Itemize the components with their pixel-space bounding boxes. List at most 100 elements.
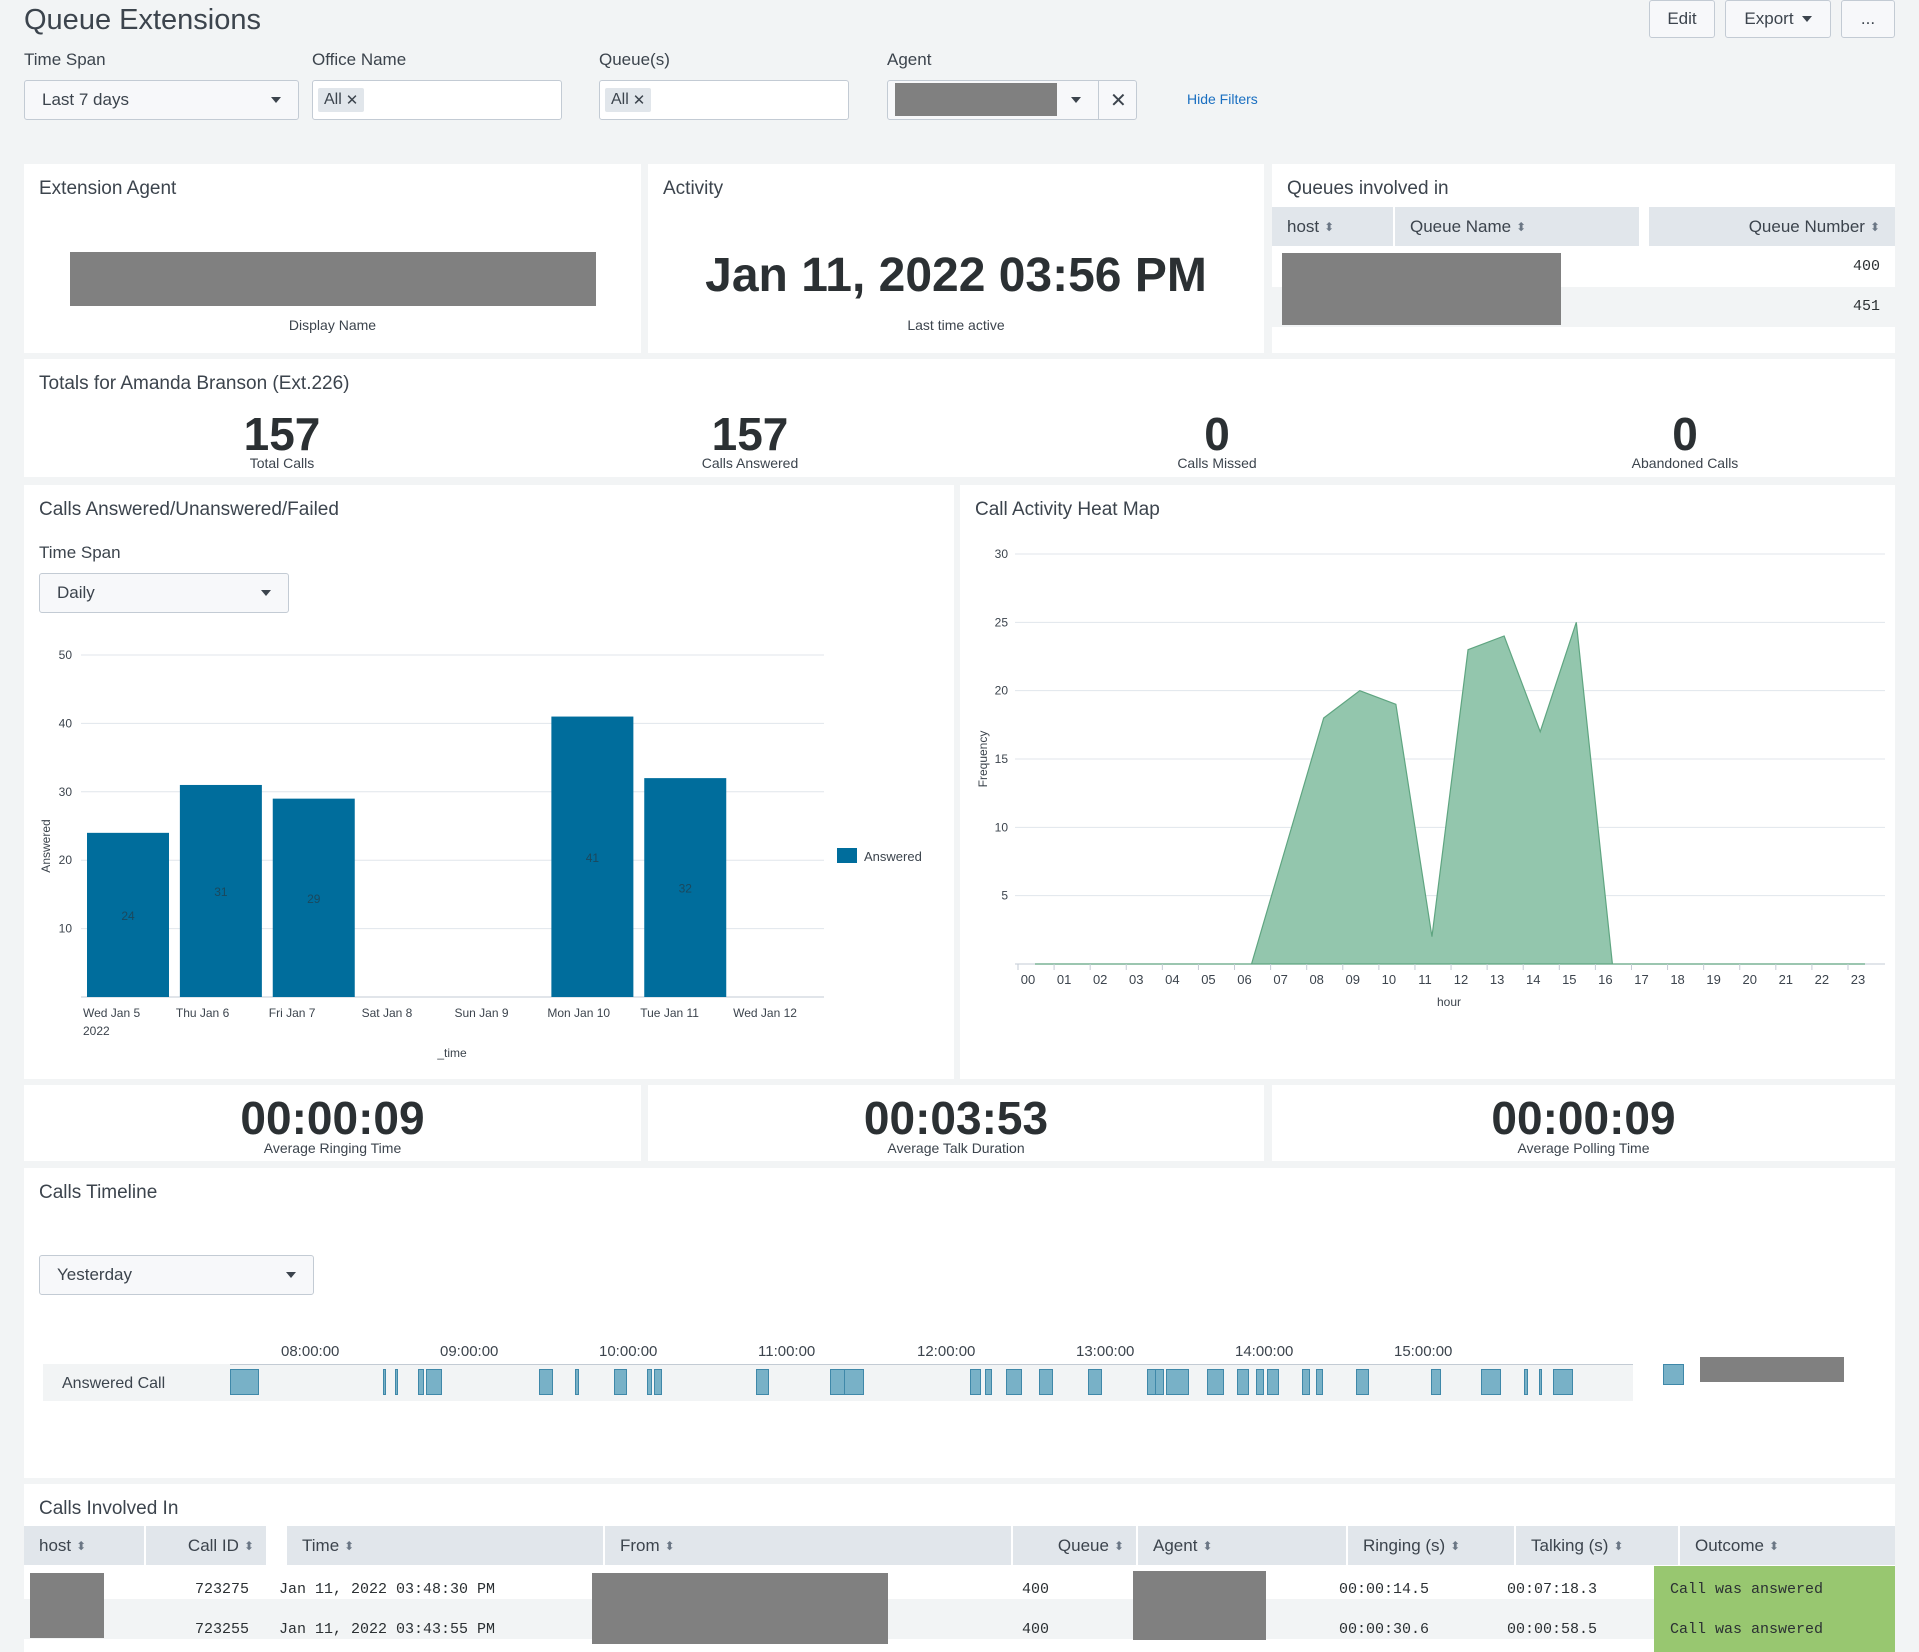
avg-ringing-panel: 00:00:09 Average Ringing Time (24, 1085, 641, 1161)
agent-select[interactable]: ✕ (887, 80, 1137, 120)
y-tick-label: 50 (59, 648, 73, 662)
ringing-cell: 00:00:30.6 (1339, 1621, 1430, 1638)
column-header-label: Queue Number (1748, 216, 1865, 236)
x-tick-label: 03 (1129, 972, 1143, 987)
timeline-event[interactable] (426, 1369, 442, 1395)
chart-time-span-select[interactable]: Daily (39, 573, 289, 613)
edit-button[interactable]: Edit (1649, 0, 1715, 38)
column-header-label: Time (302, 1535, 340, 1555)
x-tick-label: Sat Jan 8 (362, 1006, 413, 1020)
column-header-label: host (39, 1535, 72, 1555)
redacted-agent (1133, 1571, 1266, 1640)
close-icon[interactable]: ✕ (345, 92, 359, 109)
column-header-queue-name[interactable]: Queue Name ⬍ (1395, 207, 1639, 246)
call-id-cell: 723255 (194, 1621, 249, 1638)
chevron-down-icon (261, 590, 271, 596)
column-header-call-id[interactable]: Call ID ⬍ (146, 1526, 266, 1565)
timeline-legend-swatch (1663, 1364, 1684, 1385)
column-header-label: Queue Name (1410, 216, 1512, 236)
sort-icon: ⬍ (1516, 219, 1527, 234)
timeline-event[interactable] (1553, 1369, 1573, 1395)
timeline-event[interactable] (1006, 1369, 1022, 1395)
close-icon[interactable]: ✕ (632, 92, 646, 109)
office-chip[interactable]: All ✕ (318, 88, 365, 112)
bar-value-label: 31 (214, 885, 228, 899)
timeline-event[interactable] (1237, 1369, 1249, 1395)
extension-agent-panel: Extension Agent Display Name (24, 164, 641, 353)
timeline-event[interactable] (575, 1369, 579, 1395)
queues-chip[interactable]: All ✕ (605, 88, 652, 112)
timeline-event[interactable] (1356, 1369, 1369, 1395)
timeline-event[interactable] (1166, 1369, 1189, 1395)
chevron-down-icon (1801, 16, 1812, 22)
timeline-event[interactable] (1207, 1369, 1224, 1395)
column-header-agent[interactable]: Agent ⬍ (1138, 1526, 1346, 1565)
x-tick-label: Wed Jan 5 (83, 1006, 140, 1020)
redacted-legend-label (1700, 1357, 1844, 1382)
timeline-event[interactable] (647, 1369, 652, 1395)
column-header-queue-number[interactable]: Queue Number ⬍ (1649, 207, 1895, 246)
column-header-ringing-s[interactable]: Ringing (s) ⬍ (1348, 1526, 1514, 1565)
area-chart: 5 10 15 20 25 30 00 01 02 03 04 05 06 07 08 09 10 11 12 13 1… (976, 547, 1885, 1009)
x-tick-label: 18 (1670, 972, 1684, 987)
x-tick-label: 07 (1273, 972, 1287, 987)
timeline-event[interactable] (539, 1369, 553, 1395)
more-button[interactable]: ... (1841, 0, 1895, 38)
hide-filters-link[interactable]: Hide Filters (1187, 91, 1258, 107)
x-tick-label: 2022 (83, 1024, 110, 1038)
column-header-outcome[interactable]: Outcome ⬍ (1680, 1526, 1895, 1565)
timeline-event[interactable] (985, 1369, 992, 1395)
timeline-event[interactable] (1539, 1369, 1542, 1395)
avg-ringing-label: Average Ringing Time (263, 1140, 402, 1156)
timeline-event[interactable] (383, 1369, 386, 1395)
timeline-event[interactable] (1267, 1369, 1279, 1395)
x-axis-label: hour (1437, 995, 1461, 1009)
redacted-host-queue (1282, 253, 1561, 325)
timeline-event[interactable] (1155, 1369, 1164, 1395)
edit-button-label: Edit (1667, 9, 1697, 28)
column-header-talking-s[interactable]: Talking (s) ⬍ (1516, 1526, 1678, 1565)
timeline-event[interactable] (654, 1369, 662, 1395)
column-header-label: Outcome (1695, 1535, 1764, 1555)
column-header-time[interactable]: Time ⬍ (287, 1526, 603, 1565)
timeline-event[interactable] (1316, 1369, 1323, 1395)
sort-icon: ⬍ (243, 1538, 254, 1553)
column-header-host[interactable]: host ⬍ (24, 1526, 144, 1565)
timeline-event[interactable] (418, 1369, 424, 1395)
redacted-display-name (70, 252, 596, 306)
column-header-host[interactable]: host ⬍ (1272, 207, 1393, 246)
export-button-label: Export (1744, 9, 1794, 28)
time-span-select[interactable]: Last 7 days (24, 80, 299, 120)
timeline-event[interactable] (1256, 1369, 1264, 1395)
timeline-event[interactable] (844, 1369, 864, 1395)
calls-missed-value: 0 (1204, 408, 1230, 460)
timeline-event[interactable] (230, 1369, 259, 1395)
queues-input[interactable]: All ✕ (599, 80, 849, 120)
office-name-input[interactable]: All ✕ (312, 80, 562, 120)
timeline-event[interactable] (1302, 1369, 1310, 1395)
time-span-value: Last 7 days (42, 90, 129, 109)
timeline-event[interactable] (756, 1369, 769, 1395)
timeline-event[interactable] (1039, 1369, 1053, 1395)
total-calls-label: Total Calls (249, 455, 315, 471)
queues-label: Queue(s) (599, 50, 670, 69)
x-tick-label: 11 (1418, 972, 1432, 987)
timeline-event[interactable] (970, 1369, 981, 1395)
panel-title: Queues involved in (1287, 178, 1449, 199)
column-header-label: Call ID (187, 1535, 239, 1555)
column-header-queue[interactable]: Queue ⬍ (1013, 1526, 1136, 1565)
redacted-host (30, 1573, 104, 1638)
bar (551, 716, 634, 997)
timeline-event[interactable] (614, 1369, 627, 1395)
timeline-event[interactable] (1524, 1369, 1528, 1395)
timeline-event[interactable] (1088, 1369, 1102, 1395)
total-calls-value: 157 (243, 408, 321, 460)
timeline-event[interactable] (395, 1369, 398, 1395)
clear-icon[interactable]: ✕ (1110, 90, 1127, 112)
queue-number-cell: 451 (1852, 298, 1880, 315)
timeline-span-select[interactable]: Yesterday (39, 1255, 314, 1295)
timeline-event[interactable] (1431, 1369, 1441, 1395)
column-header-from[interactable]: From ⬍ (605, 1526, 1011, 1565)
export-button[interactable]: Export (1725, 0, 1831, 38)
timeline-event[interactable] (1481, 1369, 1501, 1395)
